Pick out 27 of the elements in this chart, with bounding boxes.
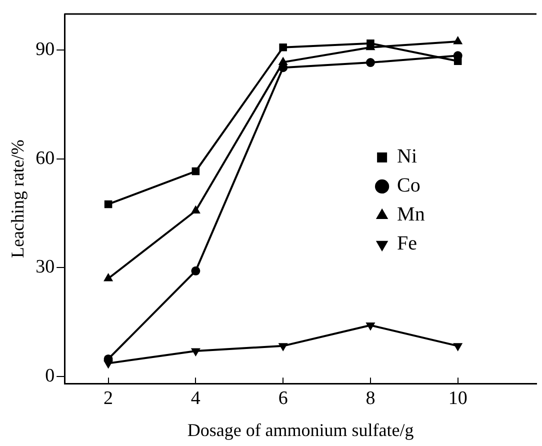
y-tick-label: 90 (36, 39, 55, 60)
point (279, 43, 287, 52)
point (191, 266, 200, 276)
point (190, 348, 200, 356)
point (104, 200, 112, 208)
x-tick-label: 10 (448, 388, 468, 409)
point (366, 322, 376, 331)
y-axis-title: Leaching rate/% (8, 140, 28, 258)
x-axis-title: Dosage of ammonium sulfate/g (187, 420, 414, 440)
point (453, 343, 463, 352)
point (453, 36, 463, 44)
y-tick-label: 0 (45, 365, 55, 386)
x-tick-label: 6 (278, 388, 288, 409)
y-tick-label: 60 (36, 148, 55, 169)
x-tick-label: 8 (366, 388, 376, 409)
point (366, 58, 375, 68)
point (278, 343, 288, 352)
x-tick-label: 4 (190, 388, 201, 409)
x-tick-label: 2 (104, 388, 114, 409)
point (192, 167, 200, 176)
point (454, 57, 462, 65)
legend-label: Mn (397, 204, 425, 226)
y-tick-label: 30 (36, 256, 55, 278)
point (366, 39, 374, 48)
legend-label: Fe (397, 232, 418, 255)
legend-label: Co (397, 174, 420, 197)
legend-label: Ni (397, 146, 418, 168)
